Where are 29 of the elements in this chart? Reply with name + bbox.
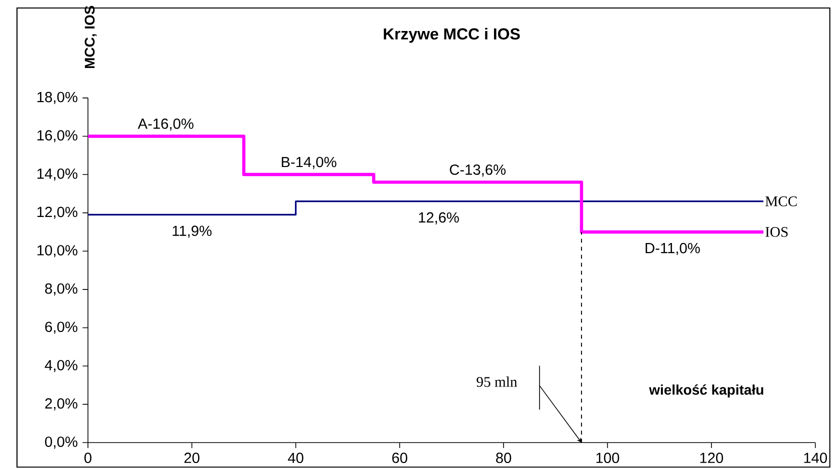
annotation: 95 mln bbox=[476, 376, 518, 388]
y-tick-label: 2,0% bbox=[45, 398, 78, 411]
x-axis-title: wielkość kapitału bbox=[649, 384, 764, 398]
x-tick-label: 20 bbox=[184, 452, 200, 464]
x-tick-label: 80 bbox=[496, 452, 512, 464]
y-tick-label: 8,0% bbox=[45, 284, 78, 296]
y-tick-label: 0,0% bbox=[45, 436, 78, 449]
annotation: 12,6% bbox=[418, 212, 459, 225]
y-tick-label: 12,0% bbox=[37, 206, 78, 220]
annotation: 11,9% bbox=[172, 226, 212, 238]
x-tick-label: 0 bbox=[84, 452, 92, 464]
y-tick-label: 16,0% bbox=[37, 130, 78, 142]
annotation: C-13,6% bbox=[450, 164, 506, 177]
x-tick-label: 100 bbox=[596, 452, 620, 464]
y-tick-label: 18,0% bbox=[37, 92, 78, 104]
series-label: IOS bbox=[765, 227, 788, 238]
x-tick-label: 40 bbox=[288, 452, 304, 464]
x-tick-label: 60 bbox=[392, 452, 408, 464]
y-tick-label: 14,0% bbox=[37, 168, 78, 181]
x-tick-label: 140 bbox=[804, 452, 827, 464]
y-tick-label: 4,0% bbox=[44, 360, 78, 372]
chart-title: Krzywe MCC i IOS bbox=[384, 28, 520, 43]
annotation: B-14,0% bbox=[282, 157, 336, 170]
annotation: A-16,0% bbox=[138, 118, 194, 131]
series-label: MCC bbox=[765, 196, 797, 206]
y-tick-label: 10,0% bbox=[37, 245, 78, 258]
x-tick-label: 120 bbox=[700, 452, 724, 464]
y-tick-label: 6,0% bbox=[45, 322, 78, 334]
annotation: D-11,0% bbox=[646, 243, 700, 256]
